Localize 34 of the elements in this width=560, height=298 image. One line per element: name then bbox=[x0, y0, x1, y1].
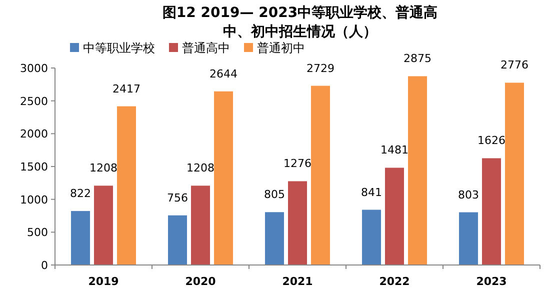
y-tick-label: 1000 bbox=[20, 193, 48, 206]
data-label: 2776 bbox=[500, 58, 528, 72]
data-label: 805 bbox=[264, 188, 285, 202]
x-tick-label: 2019 bbox=[88, 275, 119, 288]
y-tick-label: 2500 bbox=[20, 94, 48, 108]
legend-label: 中等职业学校 bbox=[83, 41, 155, 55]
data-label: 756 bbox=[167, 191, 188, 204]
legend-item: 中等职业学校 bbox=[70, 41, 155, 55]
x-tick-label: 2023 bbox=[476, 275, 507, 288]
data-label: 822 bbox=[70, 187, 91, 200]
data-label: 1208 bbox=[186, 162, 214, 175]
data-label: 2417 bbox=[112, 82, 140, 96]
data-label: 1481 bbox=[380, 144, 408, 157]
data-label: 2729 bbox=[306, 62, 334, 75]
x-tick-label: 2022 bbox=[379, 275, 410, 288]
legend-item: 普通初中 bbox=[244, 41, 305, 55]
x-tick-label: 2021 bbox=[282, 275, 313, 288]
data-label: 2875 bbox=[404, 52, 432, 66]
y-tick-label: 0 bbox=[41, 259, 48, 272]
y-tick-label: 500 bbox=[27, 226, 48, 240]
legend-label: 普通初中 bbox=[257, 41, 305, 55]
y-tick-label: 3000 bbox=[20, 62, 48, 75]
y-tick-label: 1500 bbox=[20, 160, 48, 174]
y-tick-label: 2000 bbox=[20, 128, 48, 141]
data-label: 803 bbox=[458, 188, 479, 202]
chart-title: 图12 2019— 2023中等职业学校、普通高中、初中招生情况（人） bbox=[161, 4, 439, 42]
data-label: 841 bbox=[361, 186, 382, 199]
legend-item: 普通高中 bbox=[169, 41, 230, 55]
x-tick-label: 2020 bbox=[185, 275, 216, 288]
data-label: 2644 bbox=[210, 67, 238, 80]
data-label: 1626 bbox=[478, 134, 506, 148]
legend-label: 普通高中 bbox=[182, 41, 230, 55]
data-label: 1276 bbox=[284, 157, 312, 170]
data-label: 1208 bbox=[90, 162, 118, 175]
